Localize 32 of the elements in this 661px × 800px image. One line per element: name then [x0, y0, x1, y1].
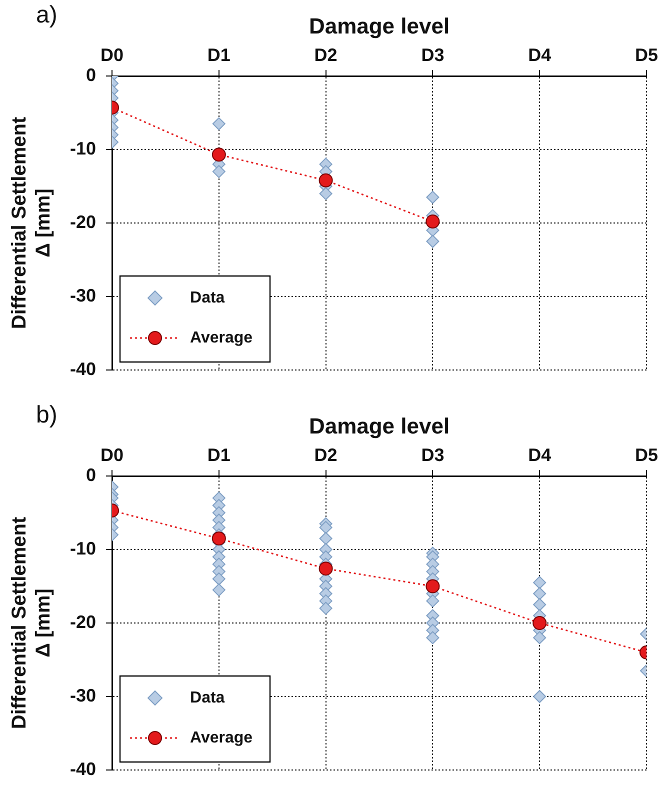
y-tick-label: -40: [70, 758, 96, 779]
x-tick-label: D0: [100, 45, 124, 66]
y-tick-label: -30: [70, 285, 96, 306]
y-tick-label: -30: [70, 685, 96, 706]
x-tick-label: D3: [421, 445, 444, 466]
y-tick-label: -20: [70, 212, 96, 232]
x-tick-label: D4: [528, 45, 552, 66]
x-tick-label: D1: [207, 45, 230, 66]
chart-title: a): [36, 2, 58, 29]
y-axis-title: Differential Settlement Δ [mm]: [8, 116, 55, 330]
y-axis-title: Differential Settlement Δ [mm]: [8, 516, 55, 730]
x-tick-label: D5: [634, 45, 658, 66]
legend-label: Average: [190, 729, 253, 746]
y-tick-label: -20: [70, 612, 96, 632]
x-tick-label: D1: [207, 445, 230, 466]
chart-title: b): [36, 402, 58, 429]
x-axis-title: Damage level: [308, 13, 450, 38]
x-tick-label: D4: [528, 445, 552, 466]
legend-label: Data: [190, 289, 225, 306]
legend-label: Average: [190, 329, 253, 346]
x-tick-label: D0: [100, 445, 124, 466]
y-tick-label: -40: [70, 358, 96, 379]
y-tick-label: -10: [70, 138, 96, 158]
legend-label: Data: [190, 689, 225, 706]
y-tick-label: 0: [86, 64, 96, 85]
y-tick-label: 0: [86, 464, 96, 485]
x-tick-label: D3: [421, 45, 444, 66]
y-tick-label: -10: [70, 538, 96, 558]
x-tick-label: D5: [634, 445, 658, 466]
x-axis-title: Damage level: [308, 413, 450, 438]
x-tick-label: D2: [314, 445, 338, 466]
x-tick-label: D2: [314, 45, 338, 66]
